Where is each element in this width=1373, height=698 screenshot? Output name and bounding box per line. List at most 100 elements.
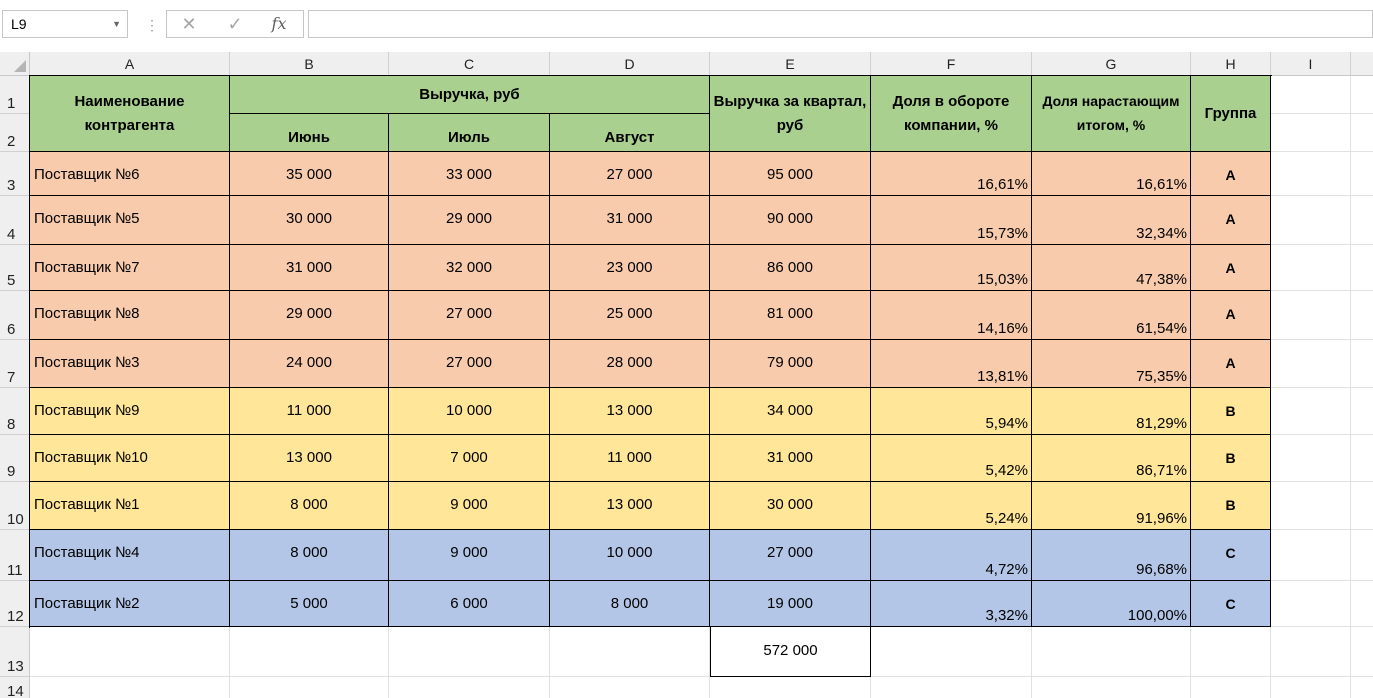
- cell-august[interactable]: 23 000: [550, 245, 710, 291]
- row-header-8[interactable]: 8: [0, 388, 30, 435]
- cell-july[interactable]: 27 000: [389, 340, 550, 388]
- column-header-i[interactable]: I: [1271, 52, 1351, 76]
- cell-group[interactable]: C: [1191, 581, 1271, 627]
- cell-august[interactable]: 11 000: [550, 435, 710, 482]
- cell-quarter[interactable]: 27 000: [710, 530, 871, 581]
- cell-name[interactable]: Поставщик №3: [30, 340, 230, 388]
- cell-july[interactable]: 10 000: [389, 388, 550, 435]
- row-header-13[interactable]: 13: [0, 627, 30, 677]
- cell-july[interactable]: 6 000: [389, 581, 550, 627]
- row-header-9[interactable]: 9: [0, 435, 30, 482]
- cell-july[interactable]: 29 000: [389, 196, 550, 245]
- column-header-d[interactable]: D: [550, 52, 710, 76]
- cell-group[interactable]: B: [1191, 388, 1271, 435]
- cell-name[interactable]: Поставщик №8: [30, 291, 230, 340]
- cell-june[interactable]: 30 000: [230, 196, 389, 245]
- row-header-2[interactable]: 2: [0, 114, 30, 152]
- cell-june[interactable]: 8 000: [230, 530, 389, 581]
- cell-june[interactable]: 8 000: [230, 482, 389, 530]
- cell-august[interactable]: 10 000: [550, 530, 710, 581]
- header-group[interactable]: Группа: [1191, 76, 1271, 152]
- cell-group[interactable]: A: [1191, 196, 1271, 245]
- cell-share[interactable]: 15,73%: [871, 196, 1032, 245]
- cell-quarter[interactable]: 19 000: [710, 581, 871, 627]
- cell-july[interactable]: 33 000: [389, 152, 550, 196]
- cell-share[interactable]: 15,03%: [871, 245, 1032, 291]
- drag-handle-icon[interactable]: ⋮: [145, 17, 159, 33]
- cell-name[interactable]: Поставщик №5: [30, 196, 230, 245]
- cell-name[interactable]: Поставщик №9: [30, 388, 230, 435]
- cell-cumulative[interactable]: 91,96%: [1032, 482, 1191, 530]
- cell-august[interactable]: 8 000: [550, 581, 710, 627]
- cell-quarter[interactable]: 79 000: [710, 340, 871, 388]
- chevron-down-icon[interactable]: ▼: [112, 19, 121, 29]
- cell-share[interactable]: 5,94%: [871, 388, 1032, 435]
- formula-input[interactable]: [308, 10, 1373, 38]
- cell-name[interactable]: Поставщик №2: [30, 581, 230, 627]
- check-icon[interactable]: ✓: [227, 14, 243, 34]
- row-header-1[interactable]: 1: [0, 76, 30, 114]
- cell-cumulative[interactable]: 16,61%: [1032, 152, 1191, 196]
- header-july[interactable]: Июль: [389, 114, 550, 152]
- column-header-a[interactable]: A: [30, 52, 230, 76]
- column-header-c[interactable]: C: [389, 52, 550, 76]
- row-header-12[interactable]: 12: [0, 581, 30, 627]
- cell-august[interactable]: 13 000: [550, 482, 710, 530]
- name-box[interactable]: L9 ▼: [2, 10, 128, 38]
- header-cumulative[interactable]: Доля нарастающим итогом, %: [1032, 76, 1191, 152]
- cell-quarter[interactable]: 34 000: [710, 388, 871, 435]
- cell-share[interactable]: 14,16%: [871, 291, 1032, 340]
- cell-june[interactable]: 29 000: [230, 291, 389, 340]
- row-header-4[interactable]: 4: [0, 196, 30, 245]
- cell-june[interactable]: 13 000: [230, 435, 389, 482]
- cell-name[interactable]: Поставщик №10: [30, 435, 230, 482]
- cell-group[interactable]: A: [1191, 245, 1271, 291]
- cell-quarter[interactable]: 81 000: [710, 291, 871, 340]
- header-share[interactable]: Доля в обороте компании, %: [871, 76, 1032, 152]
- cell-cumulative[interactable]: 81,29%: [1032, 388, 1191, 435]
- cell-name[interactable]: Поставщик №1: [30, 482, 230, 530]
- header-revenue[interactable]: Выручка, руб: [230, 76, 710, 114]
- cell-cumulative[interactable]: 32,34%: [1032, 196, 1191, 245]
- cell-cumulative[interactable]: 61,54%: [1032, 291, 1191, 340]
- cell-name[interactable]: Поставщик №4: [30, 530, 230, 581]
- select-all-button[interactable]: [0, 52, 30, 76]
- cell-share[interactable]: 4,72%: [871, 530, 1032, 581]
- cell-quarter[interactable]: 31 000: [710, 435, 871, 482]
- cell-quarter[interactable]: 95 000: [710, 152, 871, 196]
- column-header-f[interactable]: F: [871, 52, 1032, 76]
- cell-cumulative[interactable]: 86,71%: [1032, 435, 1191, 482]
- cell-share[interactable]: 5,42%: [871, 435, 1032, 482]
- row-header-14[interactable]: 14: [0, 677, 30, 698]
- cell-group[interactable]: A: [1191, 340, 1271, 388]
- cell-share[interactable]: 13,81%: [871, 340, 1032, 388]
- cell-june[interactable]: 35 000: [230, 152, 389, 196]
- cell-july[interactable]: 9 000: [389, 482, 550, 530]
- cell-june[interactable]: 31 000: [230, 245, 389, 291]
- row-header-10[interactable]: 10: [0, 482, 30, 530]
- cell-june[interactable]: 24 000: [230, 340, 389, 388]
- cell-cumulative[interactable]: 100,00%: [1032, 581, 1191, 627]
- cell-july[interactable]: 27 000: [389, 291, 550, 340]
- cell-share[interactable]: 5,24%: [871, 482, 1032, 530]
- row-header-11[interactable]: 11: [0, 530, 30, 581]
- row-header-3[interactable]: 3: [0, 152, 30, 196]
- row-header-6[interactable]: 6: [0, 291, 30, 340]
- column-header-e[interactable]: E: [710, 52, 871, 76]
- cell-group[interactable]: A: [1191, 291, 1271, 340]
- cell-july[interactable]: 9 000: [389, 530, 550, 581]
- cell-august[interactable]: 28 000: [550, 340, 710, 388]
- cell-august[interactable]: 13 000: [550, 388, 710, 435]
- cell-share[interactable]: 16,61%: [871, 152, 1032, 196]
- header-august[interactable]: Август: [550, 114, 710, 152]
- cell-july[interactable]: 7 000: [389, 435, 550, 482]
- cell-group[interactable]: B: [1191, 482, 1271, 530]
- cell-quarter[interactable]: 30 000: [710, 482, 871, 530]
- cell-quarter[interactable]: 86 000: [710, 245, 871, 291]
- column-header-b[interactable]: B: [230, 52, 389, 76]
- header-name[interactable]: Наименование контрагента: [30, 76, 230, 152]
- cell-quarter[interactable]: 90 000: [710, 196, 871, 245]
- column-header-h[interactable]: H: [1191, 52, 1271, 76]
- cell-august[interactable]: 27 000: [550, 152, 710, 196]
- cell-june[interactable]: 11 000: [230, 388, 389, 435]
